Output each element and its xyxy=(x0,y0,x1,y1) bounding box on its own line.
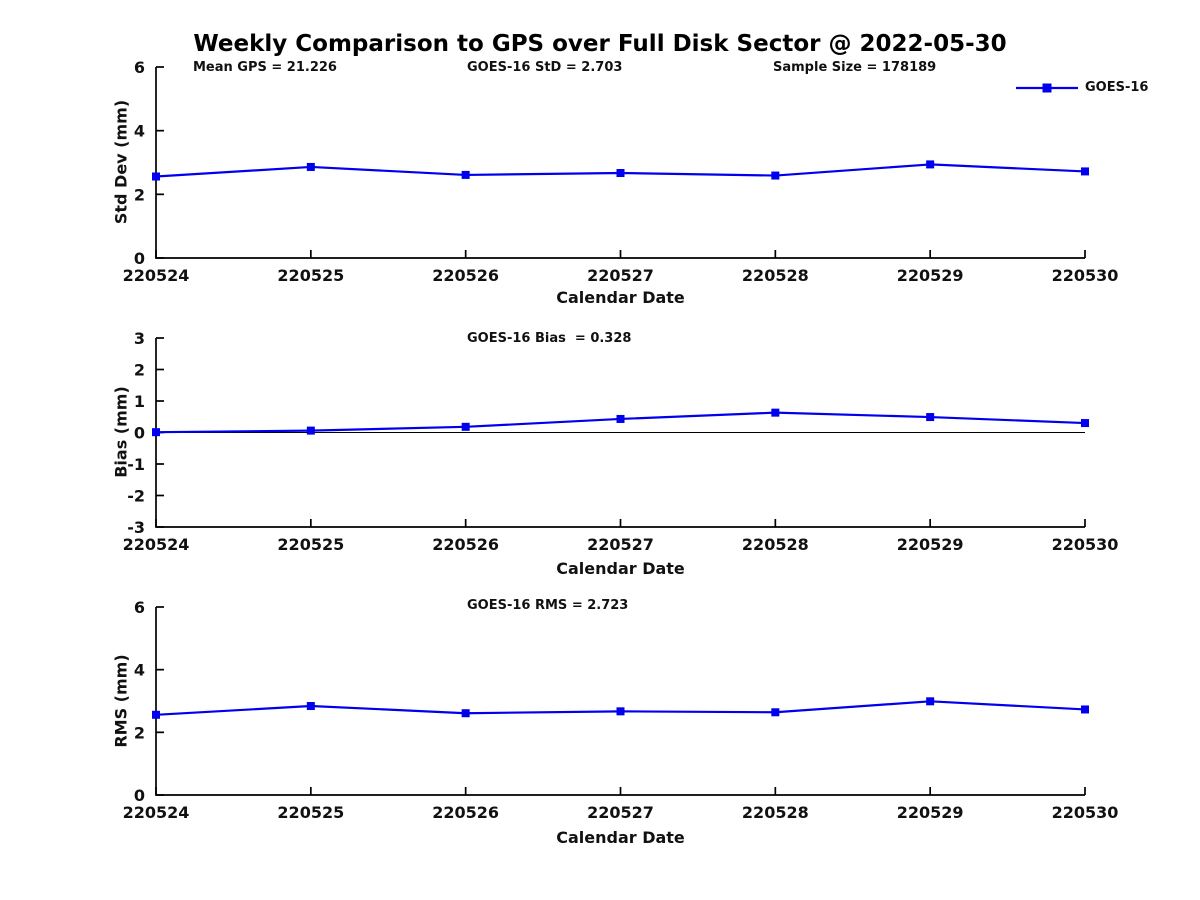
y-tick-label: 6 xyxy=(134,58,145,77)
y-tick-label: 0 xyxy=(134,786,145,805)
data-point-marker xyxy=(306,702,315,711)
data-point-marker xyxy=(771,408,780,417)
bias-x-axis-label: Calendar Date xyxy=(556,559,685,578)
y-tick-label: -3 xyxy=(127,518,145,537)
x-tick-label: 220529 xyxy=(897,803,964,822)
legend: GOES-16 xyxy=(1016,80,1148,95)
x-tick-label: 220526 xyxy=(432,266,499,285)
data-point-marker xyxy=(152,710,160,719)
x-tick-label: 220525 xyxy=(277,266,344,285)
data-point-marker xyxy=(1081,167,1089,176)
y-tick-label: 6 xyxy=(134,598,145,617)
x-tick-label: 220528 xyxy=(742,266,809,285)
data-point-marker xyxy=(1081,419,1089,428)
x-tick-label: 220529 xyxy=(897,266,964,285)
data-point-marker xyxy=(306,162,315,171)
data-point-marker xyxy=(616,414,625,423)
x-tick-label: 220524 xyxy=(123,535,190,554)
stddev-subplot: 0 2 4 6 220524 220525 220526 220527 220528 220529… xyxy=(123,58,1119,285)
y-tick-label: 2 xyxy=(134,723,145,742)
data-point-marker xyxy=(771,708,780,717)
data-point-marker xyxy=(152,428,160,437)
data-point-marker xyxy=(461,709,470,718)
rms-x-axis-label: Calendar Date xyxy=(556,828,685,847)
x-tick-label: 220524 xyxy=(123,266,190,285)
axes-spines xyxy=(155,607,1085,796)
data-point-marker xyxy=(1081,705,1089,714)
data-point-marker xyxy=(926,413,935,422)
annotation-sample-size: Sample Size = 178189 xyxy=(773,60,937,75)
data-point-marker xyxy=(926,697,935,706)
legend-line-sample-icon xyxy=(1016,83,1078,92)
x-tick-label: 220528 xyxy=(742,535,809,554)
annotation-mean-gps: Mean GPS = 21.226 xyxy=(193,60,337,75)
data-point-marker xyxy=(616,169,625,178)
data-point-marker xyxy=(771,171,780,180)
annotation-goes16-rms: GOES-16 RMS = 2.723 xyxy=(467,598,629,613)
data-point-marker xyxy=(926,160,935,169)
data-point-marker xyxy=(461,422,470,431)
x-tick-label: 220526 xyxy=(432,803,499,822)
y-tick-label: 4 xyxy=(134,661,145,680)
data-point-marker xyxy=(616,707,625,716)
x-tick-label: 220527 xyxy=(587,803,654,822)
x-tick-label: 220529 xyxy=(897,535,964,554)
data-point-marker xyxy=(306,426,315,435)
y-tick-label: 3 xyxy=(134,329,145,348)
annotation-goes16-std: GOES-16 StD = 2.703 xyxy=(467,60,623,75)
x-tick-label: 220524 xyxy=(123,803,190,822)
x-tick-label: 220527 xyxy=(587,266,654,285)
bias-subplot: -3 -2 -1 0 1 2 3 220524 220525 220526 220527 220528… xyxy=(123,329,1119,554)
axes-spines xyxy=(155,67,1085,259)
data-point-marker xyxy=(461,170,470,179)
y-tick-label: -2 xyxy=(127,487,145,506)
y-tick-label: 4 xyxy=(134,122,145,141)
legend-label: GOES-16 xyxy=(1085,80,1149,95)
x-tick-label: 220526 xyxy=(432,535,499,554)
x-tick-label: 220525 xyxy=(277,803,344,822)
x-tick-label: 220530 xyxy=(1052,535,1119,554)
y-tick-label: 0 xyxy=(134,249,145,268)
data-point-marker xyxy=(152,172,160,181)
x-tick-label: 220525 xyxy=(277,535,344,554)
stddev-x-axis-label: Calendar Date xyxy=(556,288,685,307)
y-tick-label: 1 xyxy=(134,392,145,411)
x-tick-label: 220528 xyxy=(742,803,809,822)
x-tick-label: 220530 xyxy=(1052,803,1119,822)
x-tick-label: 220530 xyxy=(1052,266,1119,285)
y-tick-label: 2 xyxy=(134,361,145,380)
y-tick-label: 0 xyxy=(134,424,145,443)
y-tick-label: 2 xyxy=(134,185,145,204)
annotation-goes16-bias: GOES-16 Bias = 0.328 xyxy=(467,331,632,346)
rms-subplot: 0 2 4 6 220524 220525 220526 220527 220528 220529… xyxy=(123,598,1119,822)
x-tick-label: 220527 xyxy=(587,535,654,554)
y-tick-label: -1 xyxy=(127,455,145,474)
figure-title: Weekly Comparison to GPS over Full Disk … xyxy=(193,31,1007,57)
